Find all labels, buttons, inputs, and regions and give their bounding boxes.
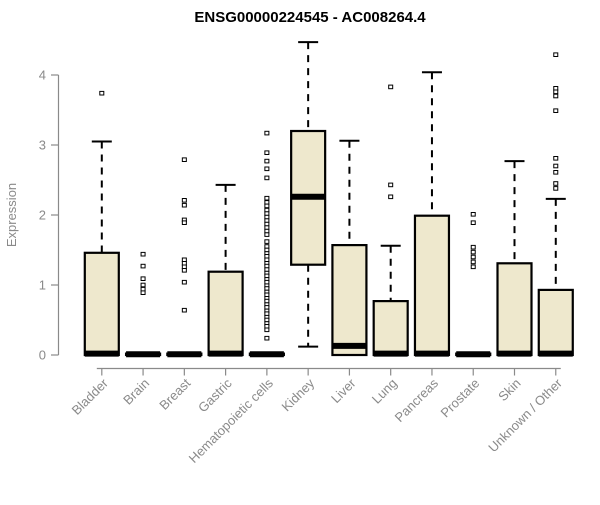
outlier-point [264,175,270,181]
outlier-point [99,90,105,96]
outlier-point [140,276,146,281]
x-category-label-kidney: Kidney [279,375,318,414]
outlier-point [470,264,476,270]
outlier-point [140,282,146,288]
outlier-point [181,268,187,273]
box-group-unknown-other [537,52,574,357]
boxes-layer [83,41,574,358]
outlier-point [181,202,187,208]
outlier-point [264,166,270,172]
iqr-box [496,262,533,357]
y-axis-title: Expression [4,183,19,247]
y-tick-label-0: 0 [39,348,46,363]
outlier-point [264,239,270,244]
outlier-point [553,156,559,161]
box-group-brain [124,251,162,358]
outlier-point [140,290,146,295]
outlier-point [553,93,559,99]
box-group-hematopoietic-cells [248,130,285,358]
chart-title: ENSG00000224545 - AC008264.4 [194,9,426,26]
box-group-liver [331,139,368,357]
outlier-point [264,195,270,201]
iqr-box [413,214,451,357]
outlier-point [181,279,187,285]
outlier-point [181,157,187,162]
outlier-point [140,263,146,269]
iqr-box [331,244,368,357]
box-group-skin [496,160,533,357]
outlier-point [181,307,187,313]
box-group-bladder [83,90,120,357]
outlier-point [264,203,270,209]
iqr-box [537,288,574,357]
x-category-label-liver: Liver [328,375,359,406]
y-tick-label-3: 3 [39,138,46,153]
outlier-point [264,130,270,136]
outlier-point [181,198,187,203]
outlier-point [264,335,270,341]
x-category-label-lung: Lung [369,376,400,407]
x-category-label-gastric: Gastric [195,375,235,415]
x-category-label-breast: Breast [156,375,193,412]
outlier-point [470,212,476,217]
outlier-point [181,220,187,225]
iqr-box [207,270,244,357]
outlier-point [140,251,146,257]
y-tick-label-1: 1 [39,278,46,293]
box-group-prostate [455,212,492,358]
outlier-point [553,170,559,175]
outlier-point [553,163,559,169]
box-group-breast [166,157,203,358]
x-category-label-unknown-other: Unknown / Other [485,375,565,455]
box-group-lung [372,84,409,357]
outlier-point [388,84,394,90]
y-tick-label-4: 4 [39,68,46,83]
iqr-box [83,251,120,357]
outlier-point [388,182,394,188]
outlier-point [470,249,476,255]
iqr-box [372,300,409,357]
outlier-point [264,327,270,333]
outlier-point [553,186,559,191]
box-group-kidney [290,41,327,348]
outlier-point [470,254,476,260]
outlier-point [470,259,476,265]
outlier-point [264,150,270,155]
x-category-label-pancreas: Pancreas [392,375,442,425]
outlier-point [553,89,559,95]
x-category-label-bladder: Bladder [69,375,112,418]
outlier-point [264,158,270,164]
box-group-pancreas [413,71,451,357]
y-tick-label-2: 2 [39,208,46,223]
outlier-point [553,108,559,114]
box-group-gastric [207,183,244,357]
outlier-point [470,244,476,250]
x-category-label-prostate: Prostate [438,376,483,421]
outlier-point [553,52,559,58]
outlier-point [264,232,270,237]
outlier-point [470,220,476,225]
outlier-point [388,194,394,200]
outlier-point [553,181,559,186]
x-category-label-skin: Skin [495,376,523,404]
x-category-label-brain: Brain [120,376,152,408]
